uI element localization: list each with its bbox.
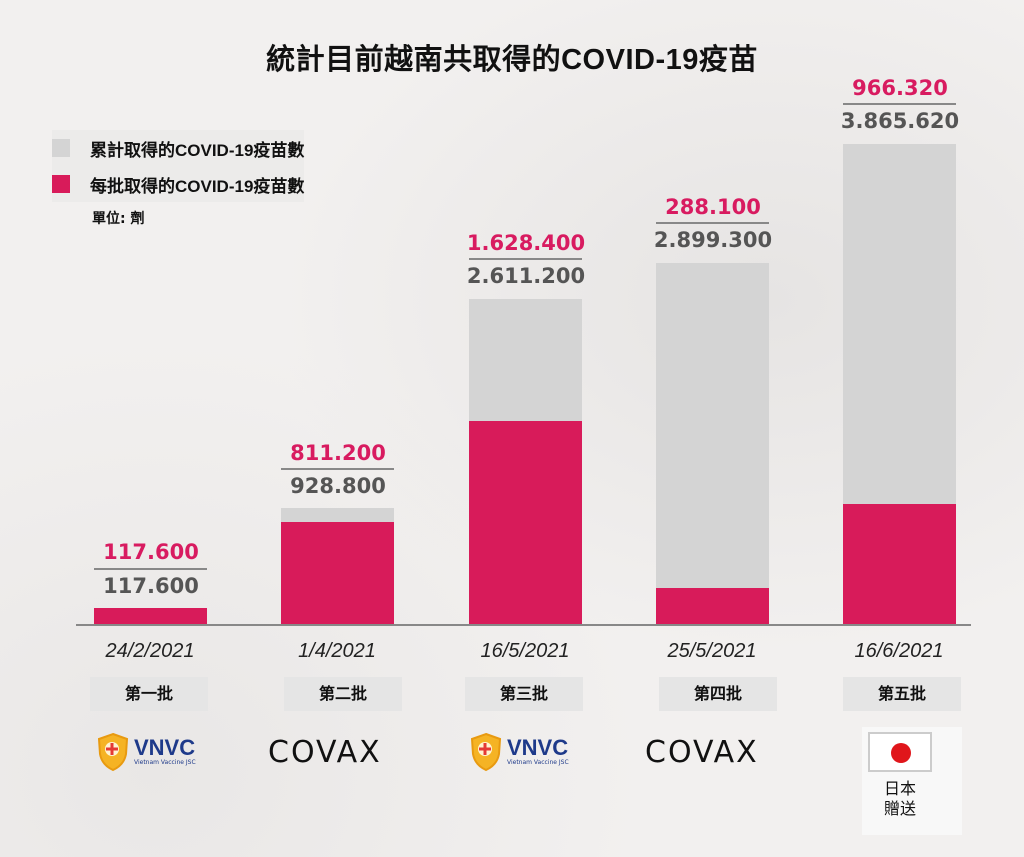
bar-group-4: 288.100 2.899.300 bbox=[654, 0, 772, 624]
legend-label: 每批取得的COVID-19疫苗數 bbox=[90, 176, 305, 196]
date-label: 16/5/2021 bbox=[480, 640, 570, 662]
vnvc-subtitle: Vietnam Vaccine JSC bbox=[134, 759, 196, 766]
vnvc-shield-icon bbox=[470, 732, 502, 772]
legend-swatch-pink bbox=[52, 175, 70, 193]
covax-text: COVAX bbox=[268, 734, 382, 770]
label-separator bbox=[281, 468, 394, 470]
bar-group-1: 117.600 117.600 bbox=[94, 0, 207, 624]
chart-title: 統計目前越南共取得的COVID-19疫苗 bbox=[266, 44, 758, 76]
cumulative-value-label: 117.600 bbox=[103, 574, 199, 598]
bar-group-2: 811.200 928.800 bbox=[281, 0, 394, 624]
legend-swatch-gray bbox=[52, 139, 70, 157]
batch-tag: 第二批 bbox=[284, 677, 402, 711]
flag-sun bbox=[891, 743, 911, 763]
batch-tag: 第四批 bbox=[659, 677, 777, 711]
bar-group-3: 1.628.400 2.611.200 bbox=[467, 0, 585, 624]
covax-logo: COVAX bbox=[268, 732, 382, 772]
japan-label-line2: 贈送 bbox=[883, 799, 916, 818]
batch-tag: 第五批 bbox=[843, 677, 961, 711]
label-separator bbox=[94, 568, 207, 570]
label-separator bbox=[469, 258, 582, 260]
bar-batch bbox=[281, 522, 394, 624]
vnvc-name: VNVC bbox=[134, 735, 196, 760]
bar-batch bbox=[469, 421, 582, 624]
vnvc-shield-icon bbox=[97, 732, 129, 772]
legend-item-cumulative: 累計取得的COVID-19疫苗數 bbox=[52, 130, 304, 166]
bar-group-5: 966.320 3.865.620 bbox=[841, 0, 959, 624]
cumulative-value-label: 928.800 bbox=[290, 474, 386, 498]
date-label: 25/5/2021 bbox=[667, 640, 757, 662]
japan-label-line1: 日本 bbox=[883, 779, 916, 798]
batch-value-label: 811.200 bbox=[290, 441, 386, 465]
japan-flag-icon bbox=[868, 732, 932, 772]
japan-donation-label: 日本 贈送 bbox=[862, 779, 938, 819]
vnvc-subtitle: Vietnam Vaccine JSC bbox=[507, 759, 569, 766]
cumulative-value-label: 2.899.300 bbox=[653, 228, 773, 252]
batch-value-label: 966.320 bbox=[852, 76, 948, 100]
batch-tag: 第三批 bbox=[465, 677, 583, 711]
vnvc-name: VNVC bbox=[507, 735, 569, 760]
legend: 累計取得的COVID-19疫苗數 每批取得的COVID-19疫苗數 bbox=[52, 130, 305, 202]
label-separator bbox=[843, 103, 956, 105]
x-axis-baseline bbox=[76, 624, 971, 626]
bar-batch bbox=[656, 588, 769, 624]
japan-donation: 日本 贈送 bbox=[862, 727, 962, 835]
unit-label: 單位: 劑 bbox=[92, 211, 145, 227]
batch-value-label: 1.628.400 bbox=[466, 231, 586, 255]
batch-value-label: 117.600 bbox=[103, 540, 199, 564]
vnvc-logo: VNVC Vietnam Vaccine JSC bbox=[469, 732, 569, 772]
covax-text: COVAX bbox=[645, 734, 759, 770]
date-label: 24/2/2021 bbox=[105, 640, 195, 662]
covax-logo: COVAX bbox=[645, 732, 759, 772]
cumulative-value-label: 2.611.200 bbox=[466, 264, 586, 288]
batch-value-label: 288.100 bbox=[665, 195, 761, 219]
label-separator bbox=[656, 222, 769, 224]
batch-tag: 第一批 bbox=[90, 677, 208, 711]
date-label: 1/4/2021 bbox=[298, 640, 376, 662]
date-label: 16/6/2021 bbox=[854, 640, 944, 662]
legend-item-batch: 每批取得的COVID-19疫苗數 bbox=[52, 166, 304, 202]
vnvc-logo: VNVC Vietnam Vaccine JSC bbox=[96, 732, 196, 772]
legend-label: 累計取得的COVID-19疫苗數 bbox=[90, 140, 305, 160]
cumulative-value-label: 3.865.620 bbox=[840, 109, 960, 133]
bar-batch bbox=[94, 608, 207, 624]
bar-cumulative bbox=[656, 263, 769, 624]
bar-batch bbox=[843, 504, 956, 624]
